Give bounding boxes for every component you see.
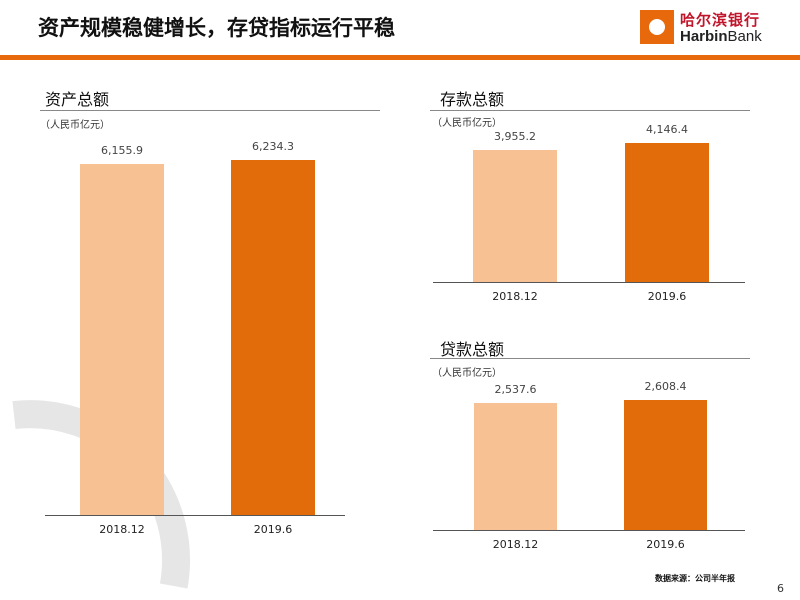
logo-mark-icon bbox=[640, 10, 674, 44]
value-label: 6,234.3 bbox=[252, 139, 294, 153]
value-label: 6,155.9 bbox=[101, 144, 143, 158]
x-axis bbox=[45, 515, 345, 516]
data-source: 数据来源：公司半年报 bbox=[655, 574, 735, 583]
x-axis bbox=[433, 530, 745, 531]
bar-2018.12 bbox=[473, 149, 557, 282]
bar-2019.6 bbox=[624, 399, 707, 530]
unit-label: （人民币亿元） bbox=[432, 368, 502, 379]
unit-label: （人民币亿元） bbox=[40, 120, 110, 131]
bar-2018.12 bbox=[80, 164, 164, 515]
bar-2019.6 bbox=[231, 159, 315, 515]
title-underline bbox=[430, 110, 750, 111]
chart-title: 存款总额 bbox=[440, 90, 505, 109]
title-underline bbox=[40, 110, 380, 111]
bar-2018.12 bbox=[474, 403, 557, 530]
x-tick-label: 2018.12 bbox=[99, 523, 145, 536]
x-tick-label: 2019.6 bbox=[647, 290, 687, 303]
header-rule bbox=[0, 55, 800, 60]
x-tick-label: 2019.6 bbox=[646, 538, 685, 551]
chart-title: 资产总额 bbox=[45, 90, 110, 109]
chart-title: 贷款总额 bbox=[440, 340, 505, 359]
logo-cn: 哈尔滨银行 bbox=[680, 11, 761, 29]
value-label: 3,955.2 bbox=[494, 129, 536, 143]
value-label: 2,608.4 bbox=[644, 379, 687, 393]
title-underline bbox=[430, 358, 750, 359]
unit-label: （人民币亿元） bbox=[432, 118, 502, 129]
x-axis bbox=[433, 282, 745, 283]
bar-2019.6 bbox=[625, 143, 709, 282]
logo-en: HarbinBank bbox=[680, 28, 762, 45]
x-tick-label: 2018.12 bbox=[492, 290, 538, 303]
x-tick-label: 2019.6 bbox=[253, 523, 293, 536]
value-label: 2,537.6 bbox=[494, 383, 537, 397]
value-label: 4,146.4 bbox=[646, 123, 688, 137]
x-tick-label: 2018.12 bbox=[492, 538, 539, 551]
harbin-bank-logo: 哈尔滨银行 HarbinBank bbox=[640, 7, 790, 49]
page-number: 6 bbox=[777, 582, 784, 595]
page-title: 资产规模稳健增长，存贷指标运行平稳 bbox=[38, 16, 395, 40]
